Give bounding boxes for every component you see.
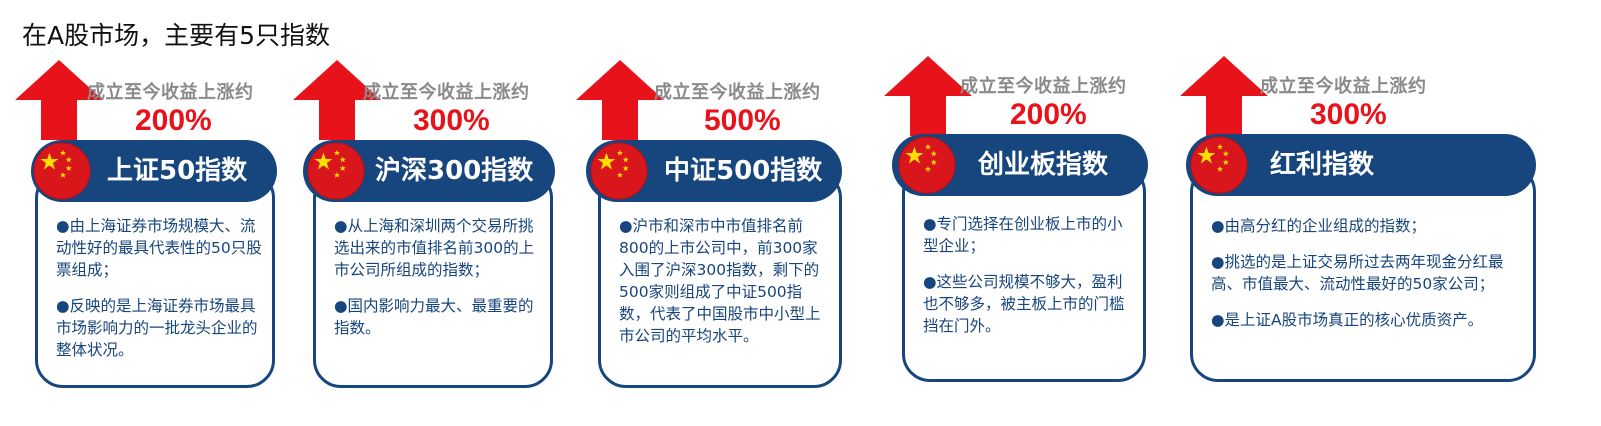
china-flag-icon: [590, 142, 648, 200]
description-bullet: ●是上证A股市场真正的核心优质资产。: [1211, 311, 1484, 329]
up-arrow-icon: [15, 60, 103, 140]
index-name: 沪深300指数: [375, 156, 534, 186]
up-arrow-icon: [576, 60, 664, 140]
description-bullet: ●这些公司规模不够大，盈利也不够多，被主板上市的门槛挡在门外。: [923, 273, 1125, 335]
gain-value: 200%: [1010, 98, 1087, 131]
index-name-pill: 红利指数: [1186, 134, 1536, 196]
index-card-dividend: 成立至今收益上涨约 300% ●由高分红的企业组成的指数； ●挑选的是上证交易所…: [1180, 56, 1540, 386]
description-box: ●专门选择在创业板上市的小型企业； ●这些公司规模不够大，盈利也不够多，被主板上…: [902, 164, 1146, 382]
index-card-csi500: 成立至今收益上涨约 500% ●沪市和深市中市值排名前800的上市公司中，前30…: [576, 60, 844, 390]
index-name: 上证50指数: [107, 156, 248, 186]
index-name: 创业板指数: [978, 150, 1109, 180]
gain-caption: 成立至今收益上涨约: [1260, 76, 1427, 97]
index-name: 中证500指数: [664, 156, 823, 186]
index-card-csi300: 成立至今收益上涨约 300% ●从上海和深圳两个交易所挑选出来的市值排名前300…: [293, 60, 555, 390]
index-card-sse50: 成立至今收益上涨约 200% ●由上海证券市场规模大、流动性好的最具代表性的50…: [15, 60, 277, 390]
up-arrow-icon: [1180, 56, 1268, 136]
description-bullet: ●从上海和深圳两个交易所挑选出来的市值排名前300的上市公司所组成的指数；: [334, 217, 535, 279]
description-bullet: ●沪市和深市中市值排名前800的上市公司中，前300家入围了沪深300指数，剩下…: [619, 217, 821, 345]
description-box: ●由高分红的企业组成的指数； ●挑选的是上证交易所过去两年现金分红最高、市值最大…: [1190, 164, 1536, 382]
gain-value: 200%: [135, 104, 212, 137]
description-box: ●沪市和深市中市值排名前800的上市公司中，前300家入围了沪深300指数，剩下…: [598, 170, 842, 388]
china-flag-icon: [33, 142, 91, 200]
description-bullet: ●由高分红的企业组成的指数；: [1211, 217, 1427, 235]
up-arrow-icon: [884, 56, 972, 136]
up-arrow-icon: [293, 60, 381, 140]
description-bullet: ●由上海证券市场规模大、流动性好的最具代表性的50只股票组成；: [56, 217, 262, 279]
gain-caption: 成立至今收益上涨约: [363, 82, 530, 103]
index-name: 红利指数: [1270, 150, 1375, 180]
gain-value: 300%: [1310, 98, 1387, 131]
gain-caption: 成立至今收益上涨约: [87, 82, 254, 103]
gain-caption: 成立至今收益上涨约: [654, 82, 821, 103]
page-title: 在A股市场，主要有5只指数: [22, 21, 331, 50]
description-bullet: ●专门选择在创业板上市的小型企业；: [923, 215, 1123, 255]
description-bullet: ●挑选的是上证交易所过去两年现金分红最高、市值最大、流动性最好的50家公司；: [1211, 253, 1504, 293]
index-card-chinext: 成立至今收益上涨约 200% ●专门选择在创业板上市的小型企业； ●这些公司规模…: [884, 56, 1150, 386]
gain-caption: 成立至今收益上涨约: [960, 76, 1127, 97]
index-name-pill: 上证50指数: [31, 140, 277, 202]
description-bullet: ●国内影响力最大、最重要的指数。: [334, 297, 534, 337]
china-flag-icon: [1190, 136, 1248, 194]
china-flag-icon: [898, 136, 956, 194]
description-bullet: ●反映的是上海证券市场最具市场影响力的一批龙头企业的整体状况。: [56, 297, 258, 359]
index-name-pill: 中证500指数: [586, 140, 842, 202]
china-flag-icon: [307, 142, 365, 200]
index-name-pill: 创业板指数: [892, 134, 1148, 196]
index-name-pill: 沪深300指数: [303, 140, 555, 202]
gain-value: 500%: [704, 104, 781, 137]
gain-value: 300%: [413, 104, 490, 137]
description-box: ●从上海和深圳两个交易所挑选出来的市值排名前300的上市公司所组成的指数； ●国…: [313, 170, 553, 388]
description-box: ●由上海证券市场规模大、流动性好的最具代表性的50只股票组成； ●反映的是上海证…: [35, 170, 275, 388]
